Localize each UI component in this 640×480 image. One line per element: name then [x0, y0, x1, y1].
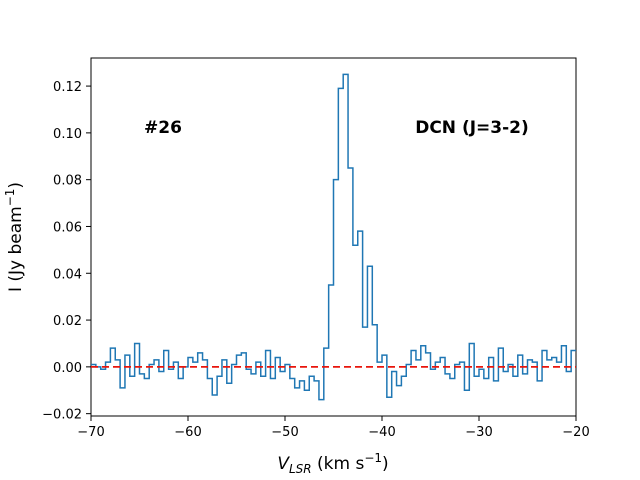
y-tick-label: 0.06	[53, 220, 82, 235]
x-label-part: V	[277, 454, 290, 474]
y-label-part: −1	[3, 189, 17, 207]
x-tick-label: −30	[465, 425, 492, 440]
x-tick-label: −50	[271, 425, 298, 440]
y-tick-label: 0.08	[53, 174, 82, 189]
x-tick-label: −40	[368, 425, 395, 440]
x-tick-label: −70	[77, 425, 104, 440]
x-label-part: (km s	[312, 454, 365, 474]
x-axis-label: VLSR (km s−1)	[277, 451, 388, 476]
y-tick-label: 0.04	[53, 267, 82, 282]
annotation: DCN (J=3-2)	[415, 118, 529, 138]
x-label-part: LSR	[289, 462, 312, 476]
x-tick-label: −60	[174, 425, 201, 440]
y-axis-label: I (Jy beam−1)	[3, 182, 26, 292]
x-label-part: )	[382, 454, 389, 474]
spectrum-line	[91, 73, 576, 401]
x-label-part: −1	[364, 451, 382, 465]
annotation: #26	[144, 118, 182, 138]
y-label-part: )	[6, 182, 26, 189]
y-tick-label: 0.10	[53, 127, 82, 142]
y-tick-label: 0.12	[53, 80, 82, 95]
y-tick-label: 0.02	[53, 314, 82, 329]
plot-frame	[90, 57, 577, 417]
y-tick-label: 0.00	[53, 361, 82, 376]
x-tick-label: −20	[562, 425, 589, 440]
y-label-part: I (Jy beam	[6, 206, 26, 292]
y-tick-label: −0.02	[42, 408, 82, 423]
